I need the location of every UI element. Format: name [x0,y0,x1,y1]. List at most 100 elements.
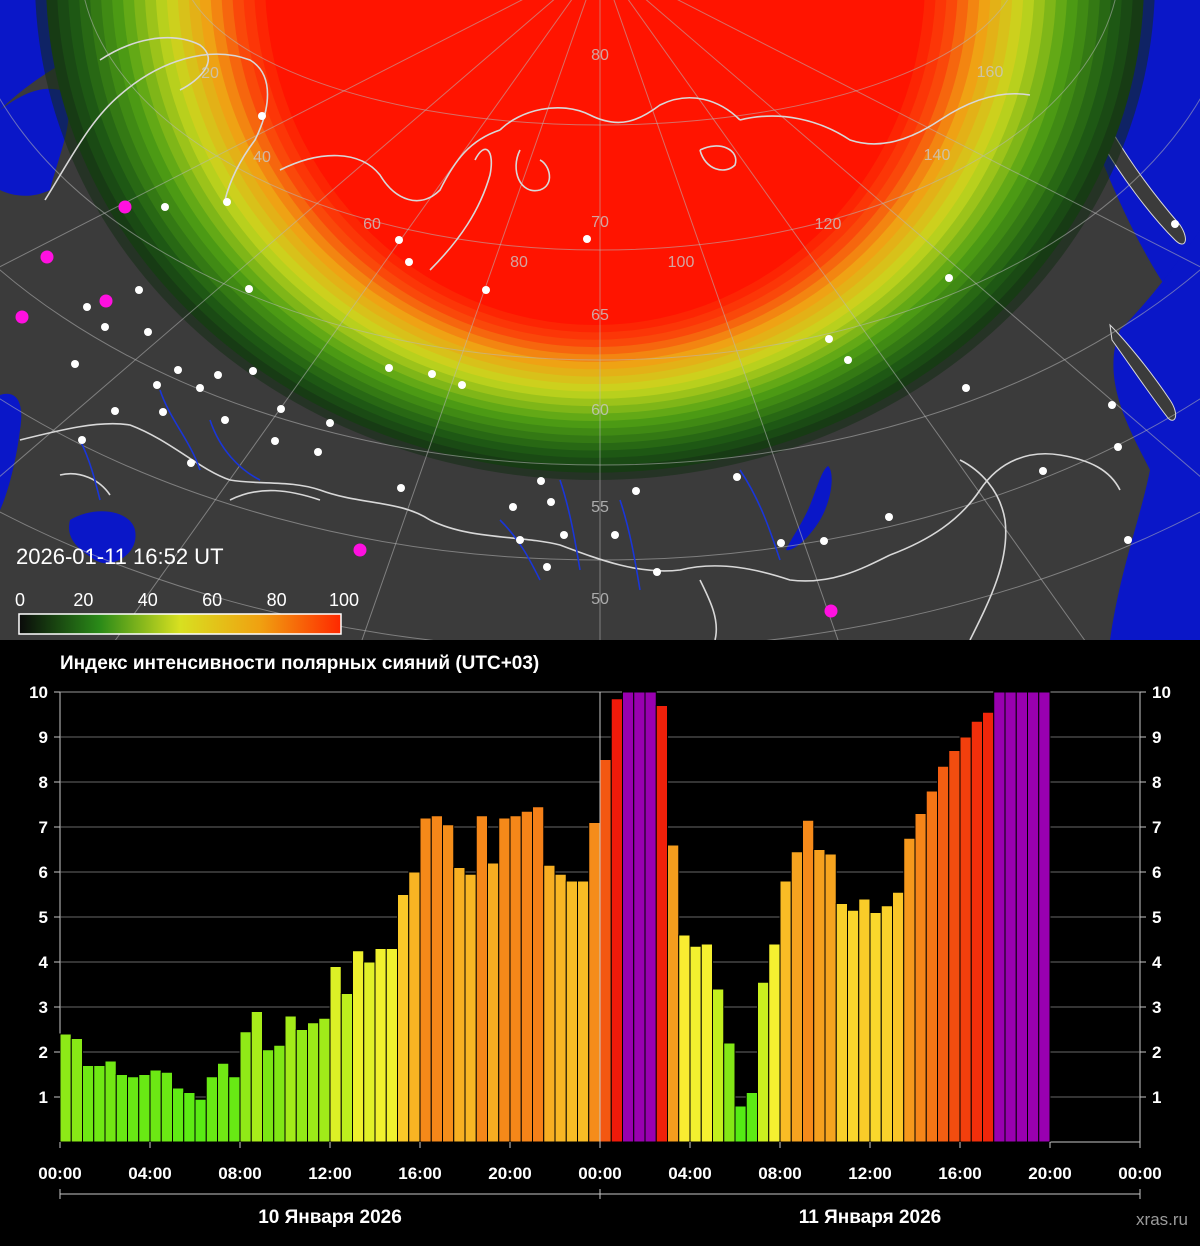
bar [419,817,432,1143]
x-tick-label: 12:00 [308,1164,351,1183]
station-marker [271,437,279,445]
y-tick-label-right: 5 [1152,908,1161,927]
graticule-labels: 20 40 60 80 100 120 140 160 80 70 65 60 55 50 [201,47,1003,608]
bar [1004,691,1017,1143]
bar [385,948,398,1143]
station-marker [245,285,253,293]
bar [82,1065,95,1143]
bar [149,1069,162,1143]
bar [1038,691,1051,1143]
bar [532,806,545,1143]
x-tick-label: 16:00 [398,1164,441,1183]
latitude-label: 65 [591,307,609,324]
bar [340,993,353,1143]
bar [689,945,702,1143]
station-marker [560,531,568,539]
bar [1027,691,1040,1143]
y-tick-label-left: 4 [39,953,49,972]
bar [982,711,995,1143]
latitude-label: 50 [591,591,609,608]
x-tick-label: 08:00 [218,1164,261,1183]
station-marker [83,303,91,311]
bar [847,909,860,1143]
rivers [79,389,781,591]
bar [70,1038,83,1143]
station-marker [221,416,229,424]
bar [509,815,522,1143]
bar [959,736,972,1143]
station-marker [161,203,169,211]
map-timestamp: 2026-01-11 16:52 UT [16,544,224,569]
aurora-index-chart-panel: Индекс интенсивности полярных сияний (UT… [0,640,1200,1241]
longitude-label: 120 [815,216,842,233]
bar [599,759,612,1143]
station-marker [214,371,222,379]
bar [205,1076,218,1143]
station-marker-highlight [353,543,367,557]
bar [655,705,668,1143]
bar [565,880,578,1143]
bar [295,1029,308,1143]
x-tick-label: 00:00 [578,1164,621,1183]
station-marker [653,568,661,576]
station-marker [159,408,167,416]
watermark: xras.ru [1136,1210,1188,1229]
station-marker [825,335,833,343]
bar [925,790,938,1143]
bar [115,1074,128,1143]
bar-series [59,691,1051,1143]
latitude-label: 60 [591,402,609,419]
y-tick-label-left: 3 [39,998,48,1017]
y-tick-label-right: 1 [1152,1088,1161,1107]
x-tick-label: 00:00 [38,1164,81,1183]
intensity-colorbar: 0 20 40 60 80 100 [15,590,359,635]
x-tick-label: 12:00 [848,1164,891,1183]
aurora-oval-map: 20 40 60 80 100 120 140 160 80 70 65 60 55 50 2026-01… [0,0,1200,640]
day-axis: 10 Января 2026 11 Января 2026 [59,1189,1141,1228]
bar [520,810,533,1143]
station-marker [71,360,79,368]
caspian-sea [69,511,136,564]
station-marker [153,381,161,389]
station-marker [397,484,405,492]
station-marker [101,323,109,331]
bar [239,1031,252,1143]
bar [273,1044,286,1143]
x-tick-label: 08:00 [758,1164,801,1183]
bar [577,880,590,1143]
station-marker-highlight [824,604,838,618]
station-marker [187,459,195,467]
bar [824,853,837,1143]
y-tick-label-left: 8 [39,773,48,792]
bar [858,898,871,1143]
colorbar-tick-label: 0 [15,590,25,610]
station-marker [611,531,619,539]
bar [948,750,961,1143]
bar [138,1074,151,1143]
y-tick-label-right: 4 [1152,953,1162,972]
station-marker [135,286,143,294]
bar [374,948,387,1143]
station-marker [1114,443,1122,451]
station-marker [583,235,591,243]
station-marker [1124,536,1132,544]
y-tick-label-left: 10 [29,683,48,702]
longitude-label: 20 [201,65,219,82]
station-marker [516,536,524,544]
day-label: 11 Января 2026 [799,1207,941,1228]
x-tick-label: 20:00 [488,1164,531,1183]
x-tick-label: 20:00 [1028,1164,1071,1183]
bar [318,1017,331,1143]
x-axis: 00:00 04:00 08:00 12:00 16:00 20:00 00:00 04:00… [38,1142,1162,1183]
bar [329,966,342,1143]
station-marker [945,274,953,282]
y-tick-label-right: 9 [1152,728,1161,747]
station-marker [543,563,551,571]
bar [228,1076,241,1143]
station-marker [258,112,266,120]
bar [633,691,646,1143]
colorbar-tick-label: 100 [329,590,359,610]
bar [644,691,657,1143]
bar [430,815,443,1143]
colorbar-tick-label: 80 [267,590,287,610]
